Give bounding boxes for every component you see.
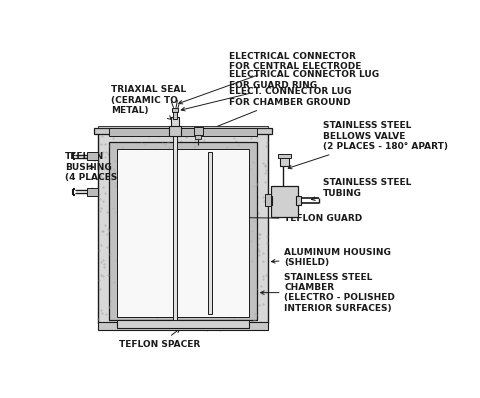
- Bar: [109, 128, 257, 136]
- Bar: [195, 135, 201, 139]
- Bar: [87, 188, 98, 195]
- Bar: [173, 131, 178, 320]
- Bar: [280, 156, 289, 166]
- Text: TEFLON GUARD: TEFLON GUARD: [214, 214, 363, 223]
- Bar: [278, 154, 291, 158]
- Bar: [172, 108, 178, 113]
- Bar: [171, 117, 179, 133]
- Text: ELECTRICAL CONNECTOR
FOR CENTRAL ELECTRODE: ELECTRICAL CONNECTOR FOR CENTRAL ELECTRO…: [179, 52, 361, 104]
- Bar: [117, 149, 249, 317]
- Bar: [267, 195, 272, 205]
- Text: ELECT. CONNECTOR LUG
FOR CHAMBER GROUND: ELECT. CONNECTOR LUG FOR CHAMBER GROUND: [202, 87, 351, 133]
- Bar: [169, 126, 181, 136]
- Bar: [173, 111, 178, 119]
- Text: TRIAXIAL SEAL
(CERAMIC TO
METAL): TRIAXIAL SEAL (CERAMIC TO METAL): [111, 85, 186, 120]
- Bar: [98, 322, 267, 330]
- Text: CENTRAL
ELECTRODE
(BRASS): CENTRAL ELECTRODE (BRASS): [129, 227, 188, 257]
- Text: STAINLESS STEEL
BELLOWS VALVE
(2 PLACES - 180° APART): STAINLESS STEEL BELLOWS VALVE (2 PLACES …: [288, 121, 448, 169]
- Bar: [109, 142, 257, 320]
- Bar: [271, 186, 298, 217]
- Text: STAINLESS STEEL
CHAMBER
(ELECTRO - POLISHED
INTERIOR SURFACES): STAINLESS STEEL CHAMBER (ELECTRO - POLIS…: [261, 273, 396, 313]
- Bar: [94, 128, 272, 134]
- Bar: [87, 152, 98, 160]
- Text: ALUMINUM HOUSING
(SHIELD): ALUMINUM HOUSING (SHIELD): [271, 248, 391, 267]
- Bar: [98, 125, 267, 128]
- Bar: [98, 131, 267, 324]
- Text: STAINLESS STEEL
TUBING: STAINLESS STEEL TUBING: [312, 178, 411, 201]
- Bar: [193, 127, 203, 135]
- Bar: [207, 152, 212, 314]
- Bar: [265, 194, 271, 207]
- Text: ELECTRICAL CONNECTOR LUG
FOR GUARD RING: ELECTRICAL CONNECTOR LUG FOR GUARD RING: [181, 70, 379, 111]
- Bar: [296, 195, 300, 205]
- Text: TEFLON
BUSHING
(4 PLACES): TEFLON BUSHING (4 PLACES): [65, 152, 121, 182]
- Text: TEFLON SPACER: TEFLON SPACER: [119, 329, 200, 349]
- Bar: [117, 320, 249, 328]
